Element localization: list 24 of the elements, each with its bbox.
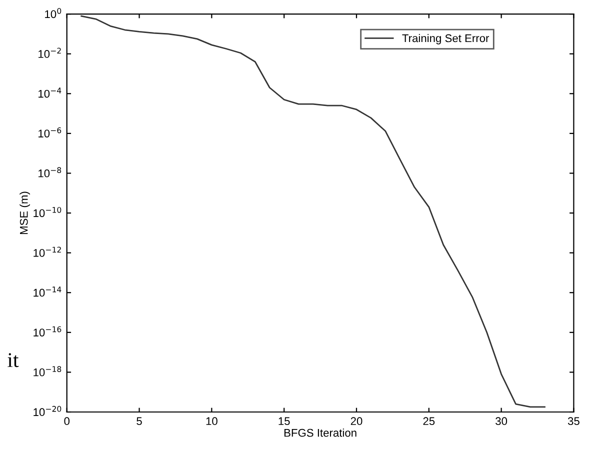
x-tick-label: 15 (278, 417, 290, 426)
x-tick-label: 35 (568, 417, 580, 426)
y-tick-label: 10$^{−12}$ (34, 246, 61, 257)
text: it (8, 353, 19, 368)
y-tick-label: 10$^{−18}$ (34, 366, 62, 376)
y-tick-label: 10$^{−10}$ (34, 206, 62, 218)
x-tick-label: 10 (206, 417, 218, 426)
x-tick-label: 5 (136, 417, 142, 426)
y-tick-label: 10$^{−20}$ (34, 406, 62, 416)
line-series (80, 15, 546, 408)
x-tick-label: 20 (350, 417, 362, 426)
x-axis-title: BFGS Iteration (284, 428, 356, 437)
x-tick-label: 30 (496, 417, 508, 426)
y-tick-label: 10$^{−16}$ (34, 326, 62, 336)
legend-label: Training Set Error (402, 34, 490, 44)
y-tick-label: 10$^{−14}$ (34, 286, 62, 297)
x-tick-label: 25 (423, 417, 435, 426)
y-tick-label: 10$^{−2}$ (38, 48, 61, 58)
y-tick-label: 10$^{−8}$ (38, 167, 62, 178)
y-tick-label: 10$^{0}$ (45, 8, 62, 18)
y-tick-label: 10$^{−4}$ (38, 88, 62, 98)
x-tick-label: 0 (64, 417, 70, 426)
y-tick-label: 10$^{−6}$ (38, 127, 62, 138)
y-axis-title: MSE (m) (20, 192, 30, 234)
